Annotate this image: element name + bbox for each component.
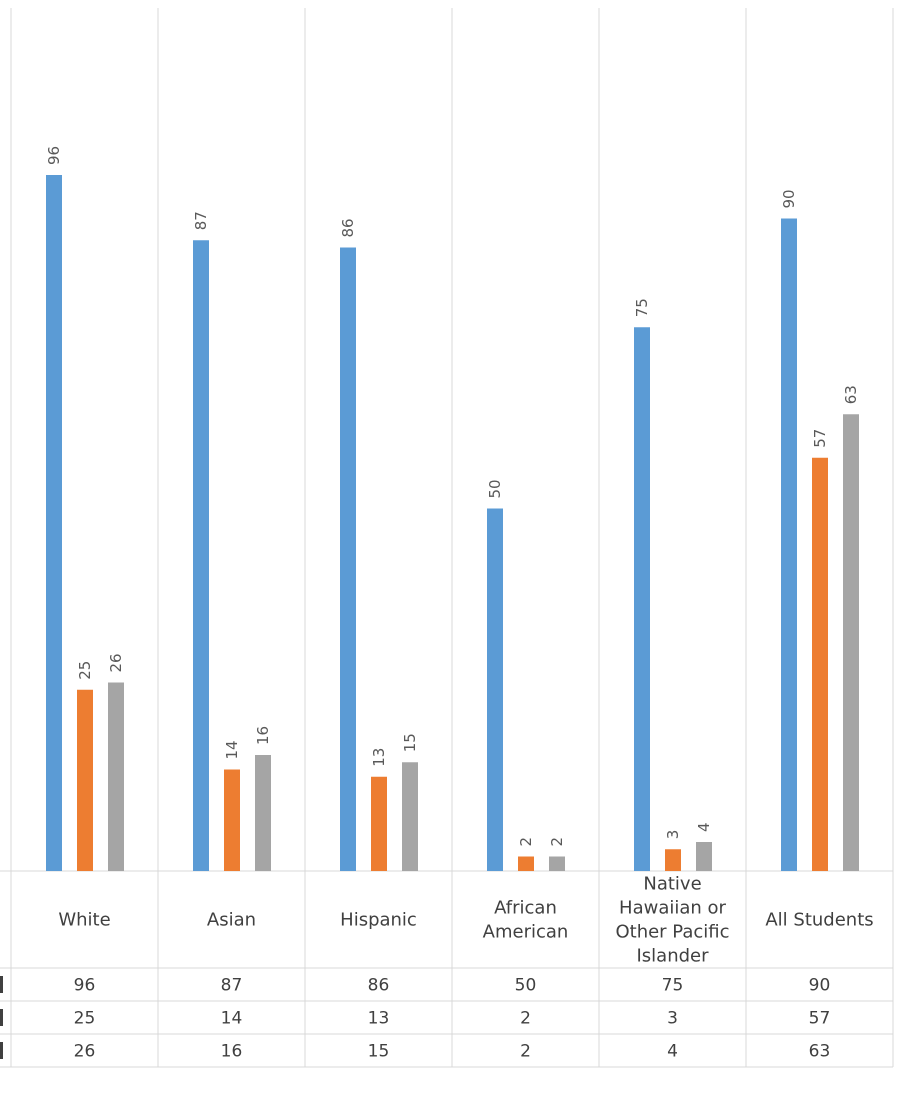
table-cell: 3 [667, 1009, 678, 1029]
bar [77, 689, 93, 871]
table-cell: 25 [74, 1009, 96, 1029]
bar [812, 457, 828, 871]
bar [108, 682, 124, 871]
bar [665, 849, 681, 871]
table-cell: 14 [221, 1009, 243, 1029]
table-cell: 15 [368, 1042, 390, 1062]
bar [371, 776, 387, 871]
bar-value-label: 25 [76, 661, 94, 680]
bar [487, 508, 503, 871]
legend-key-fragment [0, 976, 3, 993]
bar-value-label: 87 [192, 211, 210, 230]
bar [193, 240, 209, 871]
category-label: All Students [765, 910, 873, 931]
category-label: Asian [207, 910, 256, 931]
bar [518, 856, 534, 871]
bar-value-label: 26 [107, 653, 125, 672]
bar [696, 842, 712, 871]
legend-key-fragment [0, 1009, 3, 1026]
table-cell: 87 [221, 976, 243, 996]
bars [46, 175, 859, 871]
bar-value-label: 86 [339, 218, 357, 237]
table-cell: 2 [520, 1042, 531, 1062]
bar-value-label: 14 [223, 740, 241, 759]
table-cell: 90 [809, 976, 831, 996]
table-cell: 75 [662, 976, 684, 996]
legend-key-fragment [0, 1042, 3, 1059]
bar-value-label: 13 [370, 748, 388, 767]
bar [634, 327, 650, 871]
bar [781, 218, 797, 871]
bar-value-label: 63 [842, 385, 860, 404]
table-cell: 16 [221, 1042, 243, 1062]
value-labels: 96 87 86 50 75 90 25 14 13 2 3 57 26 16 15 2 4 63 [45, 146, 860, 847]
table-cell: 86 [368, 976, 390, 996]
bar [843, 414, 859, 871]
bar-value-label: 75 [633, 298, 651, 317]
table-cell: 57 [809, 1009, 831, 1029]
bar-value-label: 2 [548, 837, 566, 847]
bar-value-label: 16 [254, 726, 272, 745]
bar [224, 769, 240, 871]
bar [255, 755, 271, 871]
category-label: Native Hawaiian or Other Pacific Islander [615, 874, 729, 967]
bar [549, 856, 565, 871]
bar-value-label: 2 [517, 837, 535, 847]
table-cell: 96 [74, 976, 96, 996]
data-table: 96 87 86 50 75 90 25 14 13 2 3 57 26 16 15 2 4 63 [0, 976, 830, 1062]
bar-value-label: 15 [401, 733, 419, 752]
bar-value-label: 50 [486, 479, 504, 498]
category-label: Hispanic [340, 910, 417, 931]
grid-lines [0, 8, 894, 1068]
table-cell: 4 [667, 1042, 678, 1062]
table-cell: 26 [74, 1042, 96, 1062]
bar-value-label: 4 [695, 822, 713, 832]
bar [402, 762, 418, 871]
category-label: White [58, 910, 110, 931]
category-labels: White Asian Hispanic African American Native H… [58, 874, 873, 967]
table-cell: 63 [809, 1042, 831, 1062]
bar-value-label: 57 [811, 429, 829, 448]
bar-value-label: 3 [664, 830, 682, 840]
table-cell: 2 [520, 1009, 531, 1029]
category-label: African American [483, 898, 569, 943]
bar [46, 175, 62, 871]
table-cell: 50 [515, 976, 537, 996]
bar-value-label: 96 [45, 146, 63, 165]
bar-value-label: 90 [780, 189, 798, 208]
table-cell: 13 [368, 1009, 390, 1029]
bar [340, 247, 356, 871]
